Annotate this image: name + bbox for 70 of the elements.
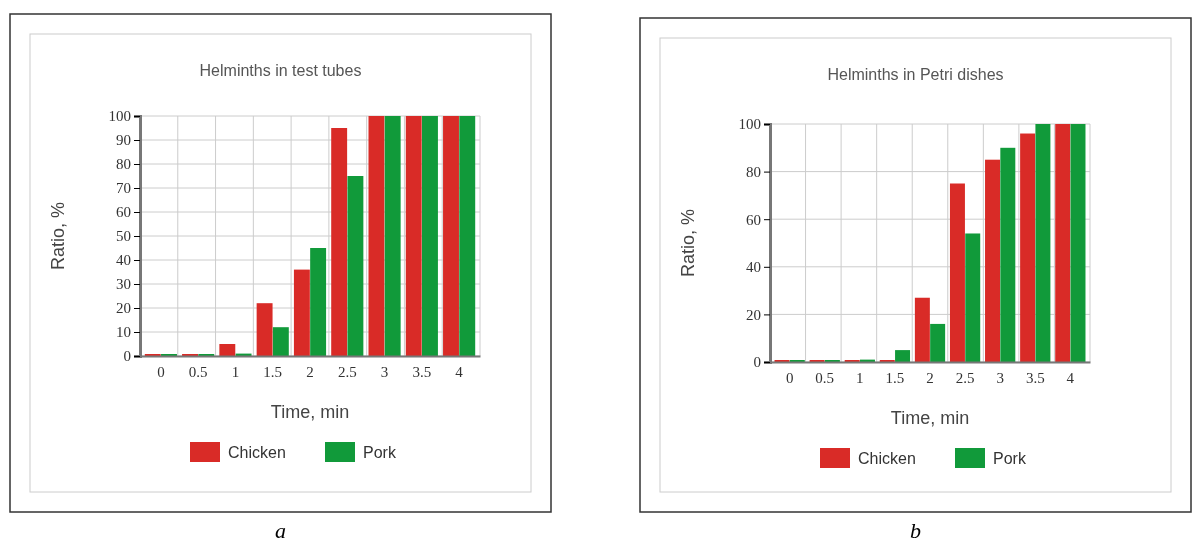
x-tick-label: 1.5 — [885, 369, 905, 386]
legend-label: Chicken — [228, 444, 286, 461]
y-tick-label: 10 — [116, 324, 131, 341]
x-tick-label: 0 — [785, 369, 794, 386]
bar — [347, 176, 364, 356]
legend-label: Pork — [993, 450, 1027, 467]
y-tick-label: 60 — [116, 204, 131, 221]
x-tick-label: 1 — [231, 363, 240, 380]
bar — [1035, 124, 1051, 362]
y-tick-label: 0 — [123, 348, 131, 365]
y-tick-label: 100 — [108, 108, 131, 125]
bar — [459, 116, 476, 356]
bar — [895, 350, 911, 362]
y-tick-label: 40 — [746, 259, 761, 276]
x-tick-label: 0.5 — [188, 363, 208, 380]
x-axis-title: Time, min — [890, 408, 970, 428]
x-tick-label: 3 — [996, 369, 1004, 386]
x-tick-label: 0.5 — [815, 369, 835, 386]
bar — [965, 233, 981, 362]
bar — [1055, 124, 1071, 362]
x-tick-label: 1 — [856, 369, 864, 386]
bar — [293, 269, 310, 356]
x-tick-label: 2.5 — [955, 369, 975, 386]
bar — [368, 116, 385, 356]
bar — [985, 159, 1001, 362]
bar — [914, 297, 930, 362]
y-axis-title: Ratio, % — [678, 208, 698, 278]
x-tick-label: 2.5 — [337, 363, 357, 380]
x-tick-label: 4 — [455, 363, 464, 380]
y-tick-label: 80 — [746, 163, 761, 180]
y-tick-label: 70 — [116, 180, 131, 197]
y-tick-label: 40 — [116, 252, 131, 269]
x-tick-label: 3 — [380, 363, 389, 380]
bar — [443, 116, 459, 356]
x-tick-label: 3.5 — [1025, 369, 1045, 386]
chart-title: Helminths in test tubes — [199, 62, 362, 79]
y-tick-label: 80 — [116, 156, 131, 173]
x-axis-title: Time, min — [270, 402, 350, 422]
legend-label: Chicken — [858, 450, 916, 467]
y-tick-label: 20 — [116, 300, 131, 317]
y-tick-label: 20 — [746, 306, 761, 323]
x-tick-label: 1.5 — [263, 363, 283, 380]
bar — [384, 116, 401, 356]
bar — [256, 303, 273, 356]
x-tick-label: 2 — [306, 363, 314, 380]
y-tick-label: 60 — [746, 211, 761, 228]
bar — [1000, 147, 1016, 362]
y-tick-label: 30 — [116, 276, 131, 293]
x-tick-label: 0 — [157, 363, 165, 380]
x-tick-label: 4 — [1066, 369, 1075, 386]
chart-title: Helminths in Petri dishes — [827, 66, 1004, 83]
y-tick-label: 90 — [116, 132, 131, 149]
x-tick-label: 3.5 — [412, 363, 432, 380]
bar — [310, 248, 327, 356]
text: a — [275, 518, 286, 543]
bar — [1020, 133, 1036, 362]
bar — [949, 183, 965, 362]
text: b — [910, 518, 921, 543]
legend-label: Pork — [363, 444, 397, 461]
y-tick-label: 100 — [738, 116, 761, 133]
bar — [422, 116, 438, 356]
bar — [331, 128, 348, 356]
bar — [930, 323, 946, 362]
y-axis-title: Ratio, % — [48, 201, 68, 271]
x-tick-label: 2 — [926, 369, 934, 386]
bar — [272, 327, 289, 356]
bar — [405, 116, 422, 356]
y-tick-label: 50 — [116, 228, 131, 245]
bar — [219, 344, 236, 356]
bar — [1070, 124, 1086, 362]
